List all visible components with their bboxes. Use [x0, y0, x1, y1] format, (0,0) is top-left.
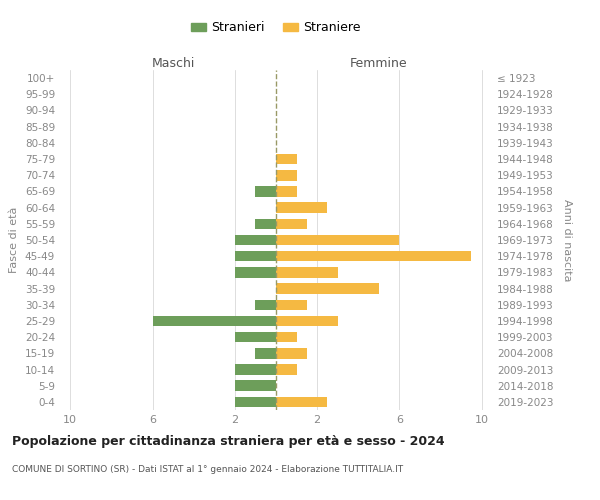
Bar	[256, 218, 276, 229]
Bar	[256, 186, 276, 196]
Bar	[256, 300, 276, 310]
Bar	[256, 348, 276, 358]
Bar	[276, 186, 296, 196]
Bar	[276, 170, 296, 180]
Bar	[276, 348, 307, 358]
Bar	[276, 300, 307, 310]
Y-axis label: Anni di nascita: Anni di nascita	[562, 198, 572, 281]
Bar	[276, 332, 296, 342]
Bar	[235, 251, 276, 262]
Bar	[235, 332, 276, 342]
Bar	[276, 316, 338, 326]
Bar	[276, 284, 379, 294]
Legend: Stranieri, Straniere: Stranieri, Straniere	[186, 16, 366, 40]
Text: Popolazione per cittadinanza straniera per età e sesso - 2024: Popolazione per cittadinanza straniera p…	[12, 435, 445, 448]
Bar	[276, 364, 296, 375]
Bar	[235, 364, 276, 375]
Bar	[235, 396, 276, 407]
Bar	[235, 267, 276, 278]
Bar	[276, 396, 328, 407]
Text: Femmine: Femmine	[350, 57, 407, 70]
Bar	[276, 154, 296, 164]
Text: COMUNE DI SORTINO (SR) - Dati ISTAT al 1° gennaio 2024 - Elaborazione TUTTITALIA: COMUNE DI SORTINO (SR) - Dati ISTAT al 1…	[12, 465, 403, 474]
Bar	[276, 267, 338, 278]
Bar	[276, 251, 472, 262]
Bar	[235, 380, 276, 391]
Bar	[152, 316, 276, 326]
Bar	[276, 234, 400, 246]
Y-axis label: Fasce di età: Fasce di età	[10, 207, 19, 273]
Bar	[235, 234, 276, 246]
Text: Maschi: Maschi	[151, 57, 195, 70]
Bar	[276, 202, 328, 213]
Bar	[276, 218, 307, 229]
